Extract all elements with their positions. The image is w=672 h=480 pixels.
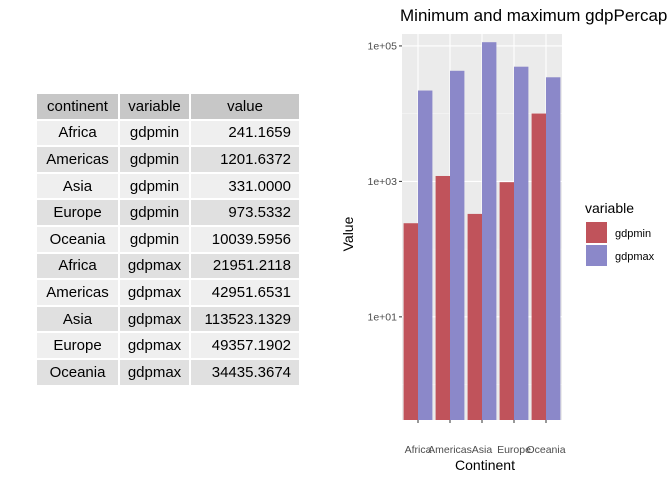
- cell-variable: gdpmax: [120, 359, 191, 387]
- table-row: Oceania gdpmin 10039.5956: [37, 226, 301, 254]
- cell-continent: Americas: [37, 280, 120, 307]
- column-header-continent: continent: [37, 94, 120, 121]
- table-row: Asia gdpmin 331.0000: [37, 173, 301, 201]
- y-tick-label: 1e+05: [368, 40, 398, 52]
- cell-value: 113523.1329: [191, 306, 301, 334]
- y-tick-label: 1e+01: [368, 311, 398, 323]
- cell-value: 42951.6531: [191, 280, 301, 307]
- cell-continent: Europe: [37, 333, 120, 360]
- bar-gdpmin-africa: [403, 223, 418, 420]
- y-axis-ticks: 1e+01 1e+03 1e+05: [368, 40, 402, 323]
- bar-gdpmin-asia: [467, 213, 482, 420]
- bar-gdpmax-africa: [418, 90, 433, 421]
- table-row: Oceania gdpmax 34435.3674: [37, 359, 301, 387]
- cell-variable: gdpmin: [120, 226, 191, 254]
- bar-gdpmin-europe: [499, 182, 514, 420]
- x-tick-label: Asia: [472, 444, 493, 456]
- table-row: Americas gdpmax 42951.6531: [37, 280, 301, 307]
- y-tick-label: 1e+03: [368, 176, 398, 188]
- table-row: Europe gdpmin 973.5332: [37, 200, 301, 227]
- cell-value: 34435.3674: [191, 359, 301, 387]
- table-row: Asia gdpmax 113523.1329: [37, 306, 301, 334]
- column-header-variable: variable: [120, 94, 191, 121]
- cell-continent: Oceania: [37, 226, 120, 254]
- cell-continent: Europe: [37, 200, 120, 227]
- legend-label-gdpmax: gdpmax: [615, 251, 655, 263]
- x-tick-label: Americas: [428, 444, 472, 456]
- x-tick-label: Africa: [405, 444, 432, 456]
- cell-continent: Africa: [37, 253, 120, 281]
- chart-title: Minimum and maximum gdpPercap: [400, 6, 667, 25]
- cell-variable: gdpmin: [120, 173, 191, 201]
- table-row: Africa gdpmin 241.1659: [37, 120, 301, 148]
- data-table: continent variable value Africa gdpmin 241…: [37, 94, 301, 387]
- legend-key-gdpmax: [586, 245, 607, 266]
- table-row: Africa gdpmax 21951.2118: [37, 253, 301, 281]
- bars: [403, 42, 561, 421]
- table-row: Americas gdpmin 1201.6372: [37, 147, 301, 174]
- cell-value: 241.1659: [191, 120, 301, 148]
- cell-continent: Africa: [37, 120, 120, 148]
- legend-key-gdpmin: [586, 222, 607, 243]
- cell-variable: gdpmax: [120, 253, 191, 281]
- cell-continent: Oceania: [37, 359, 120, 387]
- table-body: Africa gdpmin 241.1659 Americas gdpmin 1201.6…: [37, 120, 301, 387]
- cell-variable: gdpmax: [120, 280, 191, 307]
- cell-variable: gdpmax: [120, 306, 191, 334]
- x-tick-label: Oceania: [526, 444, 565, 456]
- column-header-value: value: [191, 94, 301, 121]
- bar-gdpmin-oceania: [531, 113, 546, 420]
- bar-gdpmax-oceania: [546, 77, 561, 420]
- table-row: Europe gdpmax 49357.1902: [37, 333, 301, 360]
- cell-variable: gdpmin: [120, 147, 191, 174]
- bar-gdpmax-europe: [514, 66, 529, 420]
- legend: variable gdpmin gdpmax: [585, 200, 655, 266]
- legend-title: variable: [585, 200, 634, 216]
- cell-value: 49357.1902: [191, 333, 301, 360]
- cell-value: 331.0000: [191, 173, 301, 201]
- cell-variable: gdpmin: [120, 120, 191, 148]
- cell-value: 1201.6372: [191, 147, 301, 174]
- cell-continent: Americas: [37, 147, 120, 174]
- cell-variable: gdpmin: [120, 200, 191, 227]
- x-tick-label: Europe: [497, 444, 531, 456]
- cell-value: 21951.2118: [191, 253, 301, 281]
- cell-value: 973.5332: [191, 200, 301, 227]
- x-axis-label: Continent: [455, 457, 515, 473]
- cell-continent: Asia: [37, 306, 120, 334]
- legend-label-gdpmin: gdpmin: [615, 228, 651, 240]
- cell-variable: gdpmax: [120, 333, 191, 360]
- bar-gdpmin-americas: [435, 175, 450, 420]
- y-axis-label: Value: [340, 216, 356, 251]
- table-header-row: continent variable value: [37, 94, 301, 121]
- cell-value: 10039.5956: [191, 226, 301, 254]
- bar-gdpmax-asia: [482, 42, 497, 420]
- cell-continent: Asia: [37, 173, 120, 201]
- bar-gdpmax-americas: [450, 70, 465, 420]
